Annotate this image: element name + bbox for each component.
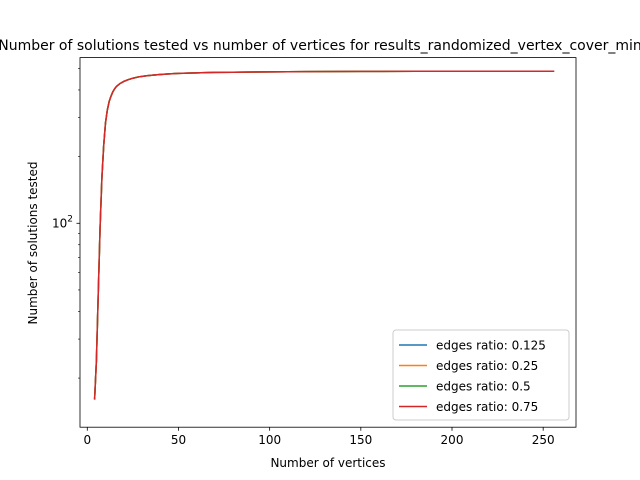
- series-line-3: [93, 70, 555, 400]
- x-axis-label: Number of vertices: [270, 456, 385, 470]
- legend-label-2: edges ratio: 0.5: [436, 380, 531, 394]
- x-tick-label-0: 0: [83, 433, 91, 447]
- plot-lines: [93, 70, 555, 400]
- y-axis-label: Number of solutions tested: [26, 161, 40, 324]
- chart-title: Number of solutions tested vs number of …: [0, 38, 640, 54]
- x-tick-label-2: 100: [258, 433, 281, 447]
- x-tick-label-1: 50: [171, 433, 186, 447]
- legend-label-0: edges ratio: 0.125: [436, 339, 546, 353]
- legend-label-3: edges ratio: 0.75: [436, 400, 538, 414]
- x-axis-ticks: 0 50 100 150 200 250: [83, 427, 555, 447]
- legend: edges ratio: 0.125 edges ratio: 0.25 edges…: [392, 329, 570, 421]
- legend-box: [392, 329, 570, 421]
- plot-frame: [79, 57, 577, 428]
- legend-label-1: edges ratio: 0.25: [436, 359, 538, 373]
- x-tick-label-4: 200: [441, 433, 464, 447]
- x-tick-label-3: 150: [349, 433, 372, 447]
- y-tick-label-0: 102: [52, 214, 73, 230]
- x-tick-label-5: 250: [532, 433, 555, 447]
- y-axis-ticks: 102: [52, 68, 80, 379]
